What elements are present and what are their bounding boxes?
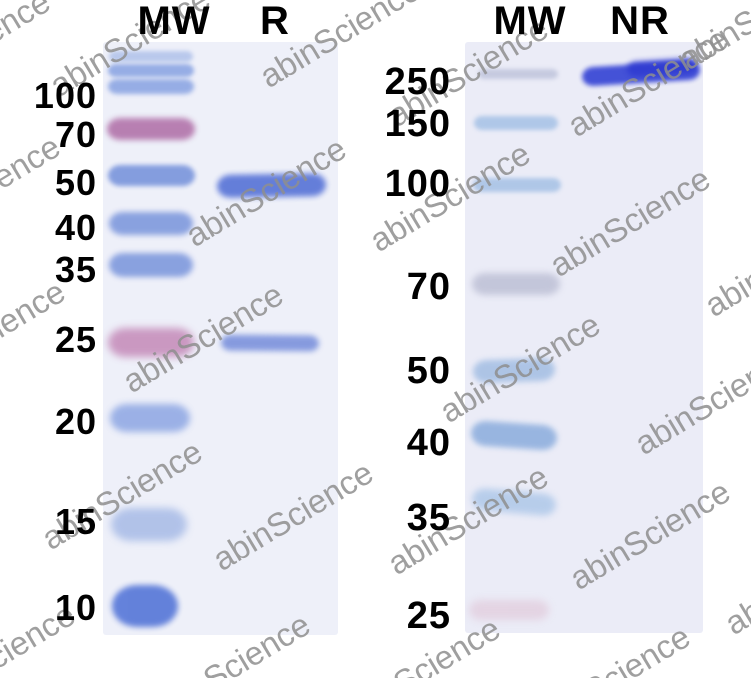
marker-band: [109, 253, 193, 277]
ladder-label-250: 250: [384, 61, 451, 103]
ladder-label-25: 25: [406, 595, 451, 637]
marker-band: [108, 165, 195, 186]
marker-band: [474, 116, 558, 130]
marker-band: [470, 420, 558, 451]
marker-band: [110, 404, 190, 432]
marker-band: [473, 178, 561, 192]
marker-band: [109, 212, 193, 235]
gel-panel-non-reduced: [465, 42, 703, 633]
ladder-label-100: 100: [384, 163, 451, 205]
ladder-label-70: 70: [406, 266, 451, 308]
ladder-label-25: 25: [54, 319, 97, 360]
ladder-label-40: 40: [406, 422, 451, 464]
ladder-label-10: 10: [54, 587, 97, 628]
sample-band: [216, 173, 327, 198]
marker-band: [107, 118, 195, 140]
marker-band: [109, 51, 193, 62]
marker-band: [108, 79, 194, 94]
sample-band: [220, 334, 320, 352]
marker-band: [472, 273, 560, 295]
gel-panel-reduced: [103, 42, 338, 635]
ladder-label-35: 35: [406, 497, 451, 539]
marker-band: [111, 508, 187, 541]
ladder-label-70: 70: [54, 114, 97, 155]
ladder-label-50: 50: [54, 162, 97, 203]
marker-band: [471, 487, 557, 517]
ladder-label-35: 35: [54, 249, 97, 290]
lane-label-mw-right: MW: [493, 0, 567, 43]
lane-label-nr: NR: [610, 0, 670, 43]
watermark-text: abinScience: [718, 517, 751, 642]
ladder-label-150: 150: [384, 103, 451, 145]
lane-label-mw-left: MW: [137, 0, 211, 43]
marker-band: [108, 328, 194, 357]
ladder-label-100: 100: [33, 75, 97, 116]
marker-band: [469, 600, 549, 620]
ladder-label-20: 20: [54, 401, 97, 442]
marker-band: [108, 64, 194, 77]
ladder-label-50: 50: [406, 350, 451, 392]
ladder-label-40: 40: [54, 207, 97, 248]
lane-label-r: R: [260, 0, 290, 43]
marker-band: [472, 357, 556, 384]
watermark-text: abinScience: [698, 199, 751, 324]
ladder-label-15: 15: [54, 501, 97, 542]
marker-band: [112, 585, 178, 627]
marker-band: [478, 69, 558, 79]
